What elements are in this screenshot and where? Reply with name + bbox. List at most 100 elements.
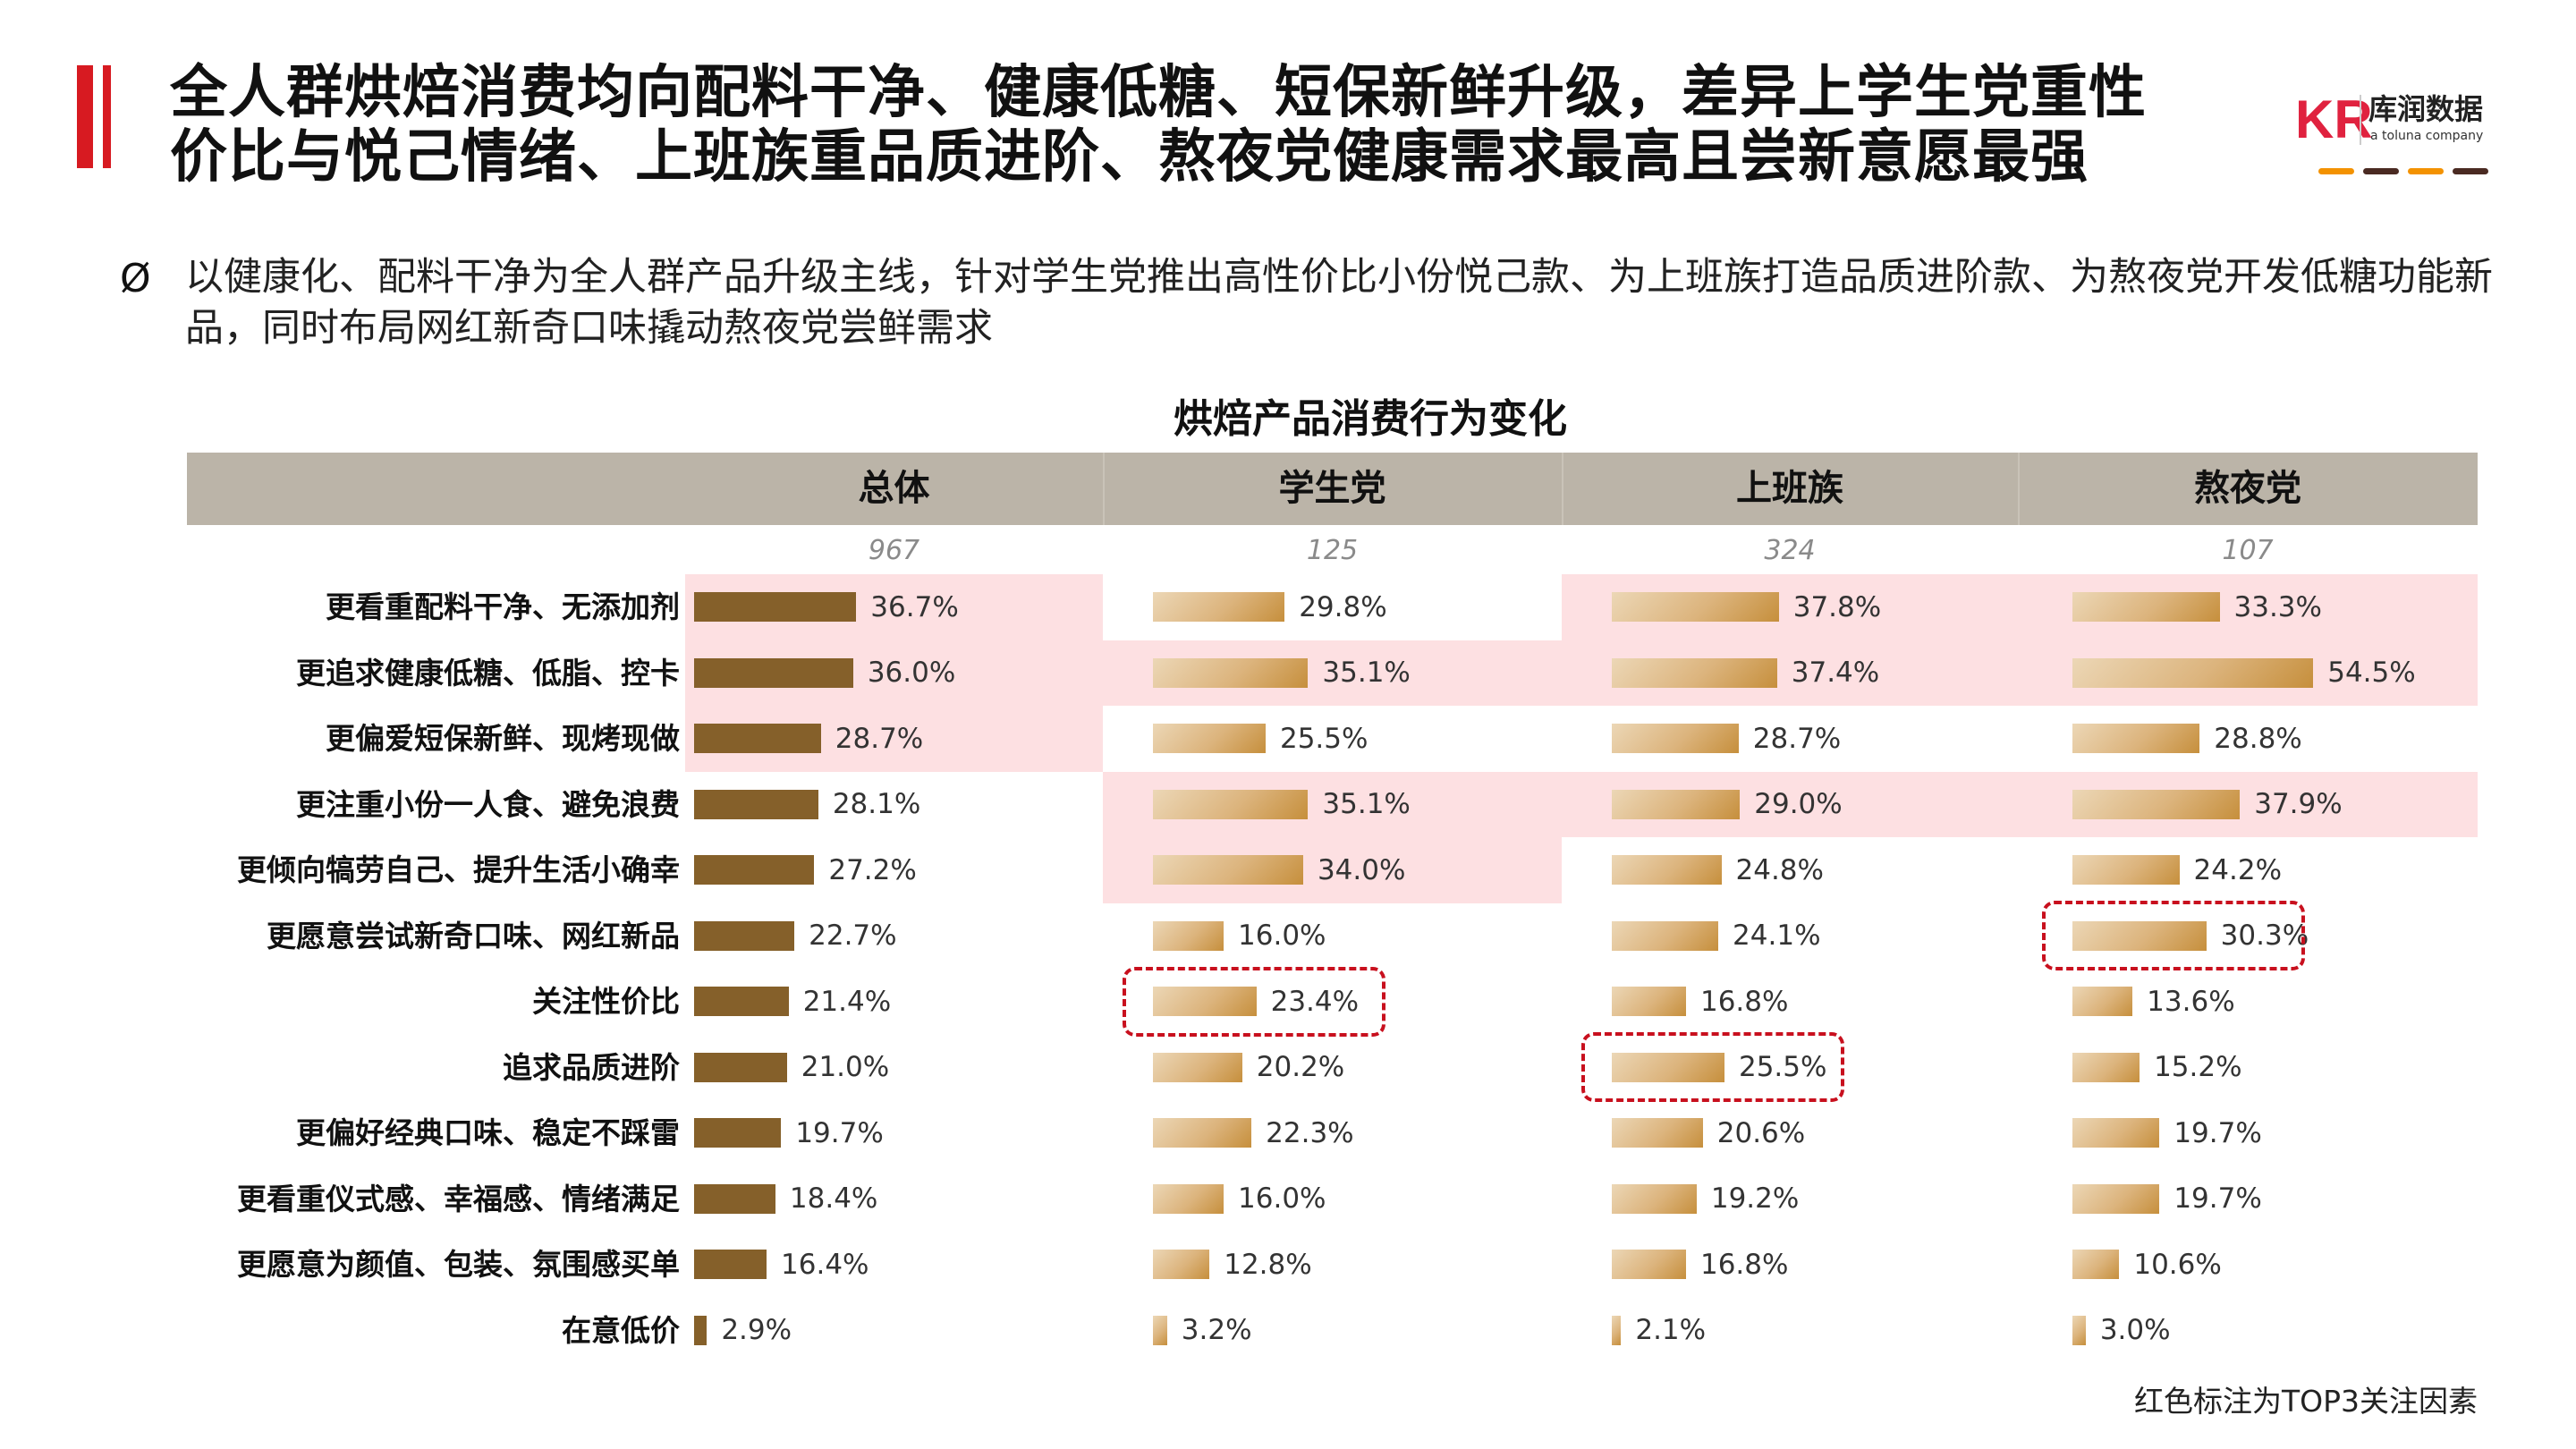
bar bbox=[2072, 920, 2207, 951]
bar bbox=[1153, 920, 1224, 951]
logo-tagline: a toluna company bbox=[2370, 129, 2484, 143]
bar bbox=[694, 1052, 787, 1082]
title-line-2: 价比与悦己情绪、上班族重品质进阶、熬夜党健康需求最高且尝新意愿最强 bbox=[170, 124, 2089, 191]
bar bbox=[1612, 592, 1779, 623]
data-label: 21.0% bbox=[801, 1051, 890, 1084]
data-label: 16.8% bbox=[1699, 1248, 1789, 1281]
bar bbox=[2072, 987, 2133, 1017]
bar bbox=[1153, 987, 1257, 1017]
data-label: 16.0% bbox=[1238, 1182, 1326, 1216]
sample-size: 324 bbox=[1764, 535, 1816, 566]
data-label: 34.0% bbox=[1317, 853, 1406, 886]
data-label: 2.1% bbox=[1635, 1314, 1707, 1347]
bar bbox=[694, 592, 857, 623]
data-label: 19.7% bbox=[2174, 1182, 2262, 1216]
data-label: 35.1% bbox=[1322, 788, 1411, 821]
bar bbox=[2072, 1250, 2120, 1280]
title-line-1: 全人群烘焙消费均向配料干净、健康低糖、短保新鲜升级，差异上学生党重性 bbox=[170, 60, 2147, 126]
data-label: 24.2% bbox=[2193, 853, 2283, 886]
data-label: 24.8% bbox=[1735, 853, 1824, 886]
row-label: 在意低价 bbox=[562, 1312, 680, 1348]
row-label: 更愿意尝试新奇口味、网红新品 bbox=[267, 918, 680, 953]
bar bbox=[2072, 1118, 2160, 1148]
bar bbox=[694, 920, 795, 951]
data-label: 16.8% bbox=[1699, 985, 1789, 1018]
data-label: 28.7% bbox=[1752, 722, 1842, 755]
data-label: 33.3% bbox=[2233, 590, 2322, 623]
logo-dash bbox=[2363, 168, 2399, 174]
data-label: 28.7% bbox=[835, 722, 924, 755]
data-label: 19.7% bbox=[795, 1116, 884, 1149]
data-label: 30.3% bbox=[2220, 919, 2309, 953]
data-label: 15.2% bbox=[2154, 1051, 2242, 1084]
data-label: 29.8% bbox=[1299, 590, 1387, 623]
data-label: 25.5% bbox=[1279, 722, 1368, 755]
data-label: 36.7% bbox=[870, 590, 959, 623]
chart-title: 烘焙产品消费行为变化 bbox=[1174, 396, 1567, 442]
summary-text: 以健康化、配料干净为全人群产品升级主线，针对学生党推出高性价比小份悦己款、为上班… bbox=[185, 255, 2493, 351]
bar bbox=[1612, 1315, 1622, 1345]
bar bbox=[1612, 1118, 1703, 1148]
logo-dash bbox=[2408, 168, 2444, 174]
column-header: 上班族 bbox=[1736, 468, 1843, 509]
row-label: 更愿意为颜值、包装、氛围感买单 bbox=[237, 1247, 680, 1282]
logo-divider bbox=[2360, 95, 2361, 145]
row-label: 更倾向犒劳自己、提升生活小确幸 bbox=[237, 852, 680, 887]
bar bbox=[694, 987, 789, 1017]
bar bbox=[1612, 855, 1722, 886]
header-divider bbox=[2018, 453, 2020, 525]
data-label: 22.3% bbox=[1266, 1116, 1354, 1149]
bar bbox=[1153, 1250, 1210, 1280]
bar bbox=[1153, 592, 1285, 623]
dashed-highlight-box bbox=[2042, 901, 2305, 971]
bar bbox=[694, 1315, 708, 1345]
bar bbox=[694, 657, 853, 688]
data-label: 20.6% bbox=[1716, 1116, 1806, 1149]
row-label: 更追求健康低糖、低脂、控卡 bbox=[296, 655, 680, 691]
data-label: 37.8% bbox=[1792, 590, 1882, 623]
sample-size: 125 bbox=[1306, 535, 1359, 566]
bar bbox=[1612, 1052, 1724, 1082]
data-label: 13.6% bbox=[2147, 985, 2235, 1018]
row-label: 更注重小份一人食、避免浪费 bbox=[296, 786, 680, 822]
bar bbox=[1612, 789, 1741, 819]
bar bbox=[2072, 789, 2241, 819]
column-header: 总体 bbox=[858, 468, 930, 509]
row-label: 追求品质进阶 bbox=[503, 1049, 680, 1085]
data-label: 29.0% bbox=[1754, 788, 1843, 821]
bar bbox=[1153, 724, 1266, 754]
bar bbox=[2072, 1183, 2160, 1214]
data-label: 24.1% bbox=[1733, 919, 1821, 953]
data-label: 27.2% bbox=[828, 853, 917, 886]
data-label: 18.4% bbox=[789, 1182, 878, 1216]
data-label: 2.9% bbox=[721, 1314, 792, 1347]
company-logo: KR 库润数据 a toluna company bbox=[2295, 89, 2492, 179]
data-label: 19.2% bbox=[1710, 1182, 1800, 1216]
dashed-highlight-box bbox=[1581, 1032, 1844, 1103]
sample-size: 107 bbox=[2222, 535, 2274, 566]
row-label: 更偏好经典口味、稳定不踩雷 bbox=[296, 1115, 680, 1150]
data-label: 25.5% bbox=[1738, 1051, 1827, 1084]
bar bbox=[1153, 855, 1303, 886]
bar bbox=[1612, 657, 1777, 688]
data-label: 10.6% bbox=[2133, 1248, 2222, 1281]
data-label: 12.8% bbox=[1224, 1248, 1312, 1281]
bar bbox=[694, 724, 821, 754]
header-divider bbox=[1103, 453, 1105, 525]
bar bbox=[1153, 1118, 1252, 1148]
data-label: 22.7% bbox=[809, 919, 897, 953]
bar bbox=[2072, 657, 2314, 688]
data-label: 16.0% bbox=[1238, 919, 1326, 953]
data-label: 3.2% bbox=[1181, 1314, 1252, 1347]
data-label: 28.8% bbox=[2214, 722, 2302, 755]
bar bbox=[694, 1250, 767, 1280]
data-label: 20.2% bbox=[1256, 1051, 1345, 1084]
bar bbox=[2072, 1052, 2140, 1082]
bar bbox=[2072, 724, 2200, 754]
column-header: 学生党 bbox=[1278, 468, 1386, 509]
page-title: 全人群烘焙消费均向配料干净、健康低糖、短保新鲜升级，差异上学生党重性 价比与悦己… bbox=[170, 61, 2147, 190]
bar bbox=[694, 855, 815, 886]
row-label: 更偏爱短保新鲜、现烤现做 bbox=[326, 721, 680, 756]
logo-dash bbox=[2453, 168, 2488, 174]
bar bbox=[1612, 920, 1719, 951]
